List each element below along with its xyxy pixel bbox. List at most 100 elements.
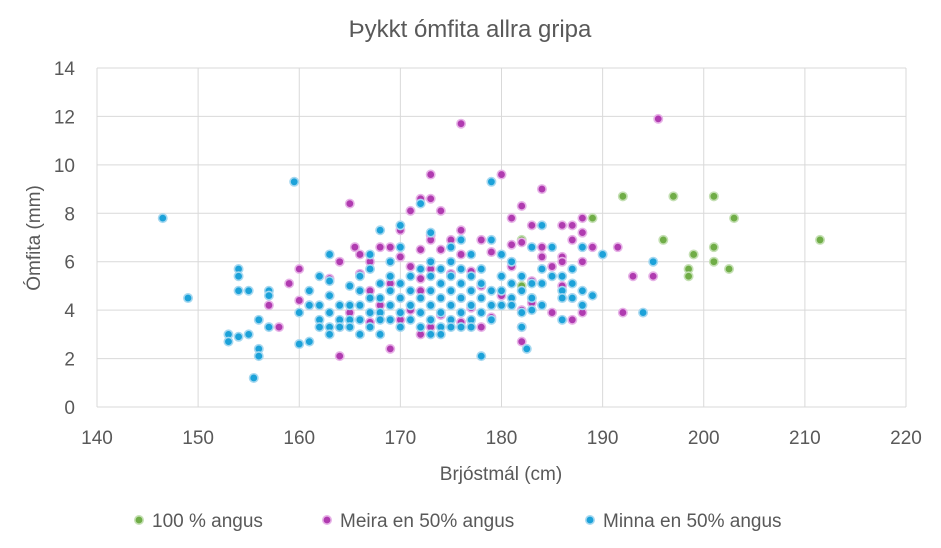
data-point bbox=[294, 307, 305, 318]
chart-title: Þykkt ómfita allra gripa bbox=[349, 16, 592, 43]
data-point bbox=[476, 278, 487, 289]
data-point bbox=[612, 242, 623, 253]
data-point bbox=[577, 256, 588, 267]
data-point bbox=[385, 285, 396, 296]
data-point bbox=[516, 271, 527, 282]
data-point bbox=[506, 278, 517, 289]
data-point bbox=[289, 176, 300, 187]
data-point bbox=[435, 263, 446, 274]
legend-label: 100 % angus bbox=[152, 511, 263, 532]
data-point bbox=[496, 169, 507, 180]
data-point bbox=[395, 220, 406, 231]
y-tick-label: 14 bbox=[54, 59, 76, 80]
data-point bbox=[456, 278, 467, 289]
data-point bbox=[284, 278, 295, 289]
data-point bbox=[324, 249, 335, 260]
data-point bbox=[536, 278, 547, 289]
x-tick-label: 160 bbox=[283, 428, 315, 449]
y-axis-title: Ómfita (mm) bbox=[23, 185, 45, 291]
data-point bbox=[334, 256, 345, 267]
data-point bbox=[617, 307, 628, 318]
x-tick-label: 180 bbox=[486, 428, 518, 449]
data-point bbox=[395, 242, 406, 253]
data-point bbox=[496, 271, 507, 282]
data-point bbox=[627, 271, 638, 282]
data-point bbox=[349, 242, 360, 253]
data-point bbox=[263, 300, 274, 311]
legend-marker bbox=[321, 514, 332, 525]
data-point bbox=[344, 322, 355, 333]
data-point bbox=[157, 213, 168, 224]
data-point bbox=[496, 249, 507, 260]
data-points bbox=[157, 113, 826, 383]
x-tick-label: 200 bbox=[688, 428, 720, 449]
data-point bbox=[476, 234, 487, 245]
data-point bbox=[304, 285, 315, 296]
data-point bbox=[653, 113, 664, 124]
data-point bbox=[425, 256, 436, 267]
data-point bbox=[263, 322, 274, 333]
y-tick-label: 8 bbox=[64, 204, 75, 225]
data-point bbox=[415, 198, 426, 209]
data-point bbox=[435, 307, 446, 318]
data-point bbox=[567, 263, 578, 274]
data-point bbox=[567, 278, 578, 289]
data-point bbox=[425, 329, 436, 340]
data-point bbox=[456, 118, 467, 129]
data-point bbox=[516, 201, 527, 212]
data-point bbox=[496, 300, 507, 311]
data-point bbox=[587, 213, 598, 224]
tick-labels: 140 150 160 170 180 190 200 210 220 0 2 4 6 8 10 12 14 bbox=[54, 59, 922, 449]
data-point bbox=[425, 193, 436, 204]
data-point bbox=[375, 329, 386, 340]
data-point bbox=[567, 220, 578, 231]
x-tick-label: 170 bbox=[385, 428, 417, 449]
y-tick-label: 2 bbox=[64, 350, 75, 371]
data-point bbox=[516, 307, 527, 318]
series-3-points bbox=[157, 176, 659, 383]
data-point bbox=[435, 205, 446, 216]
data-point bbox=[365, 307, 376, 318]
data-point bbox=[456, 293, 467, 304]
data-point bbox=[536, 220, 547, 231]
data-point bbox=[476, 351, 487, 362]
data-point bbox=[708, 191, 719, 202]
data-point bbox=[486, 314, 497, 325]
data-point bbox=[334, 322, 345, 333]
data-point bbox=[294, 263, 305, 274]
data-point bbox=[445, 322, 456, 333]
data-point bbox=[405, 205, 416, 216]
data-point bbox=[516, 322, 527, 333]
data-point bbox=[456, 234, 467, 245]
data-point bbox=[476, 307, 487, 318]
x-tick-label: 140 bbox=[81, 428, 113, 449]
x-tick-label: 210 bbox=[789, 428, 821, 449]
data-point bbox=[304, 300, 315, 311]
data-point bbox=[506, 239, 517, 250]
data-point bbox=[577, 213, 588, 224]
data-point bbox=[557, 314, 568, 325]
data-point bbox=[617, 191, 628, 202]
data-point bbox=[476, 293, 487, 304]
data-point bbox=[708, 242, 719, 253]
data-point bbox=[248, 372, 259, 383]
data-point bbox=[354, 329, 365, 340]
legend-item: Meira en 50% angus bbox=[321, 511, 514, 532]
y-tick-label: 10 bbox=[54, 156, 75, 177]
data-point bbox=[395, 307, 406, 318]
data-point bbox=[375, 314, 386, 325]
data-point bbox=[435, 278, 446, 289]
data-point bbox=[415, 293, 426, 304]
data-point bbox=[526, 220, 537, 231]
data-point bbox=[334, 351, 345, 362]
data-point bbox=[435, 293, 446, 304]
data-point bbox=[521, 343, 532, 354]
data-point bbox=[263, 290, 274, 301]
data-point bbox=[375, 293, 386, 304]
data-point bbox=[557, 220, 568, 231]
data-point bbox=[385, 242, 396, 253]
data-point bbox=[314, 300, 325, 311]
x-tick-label: 150 bbox=[182, 428, 214, 449]
